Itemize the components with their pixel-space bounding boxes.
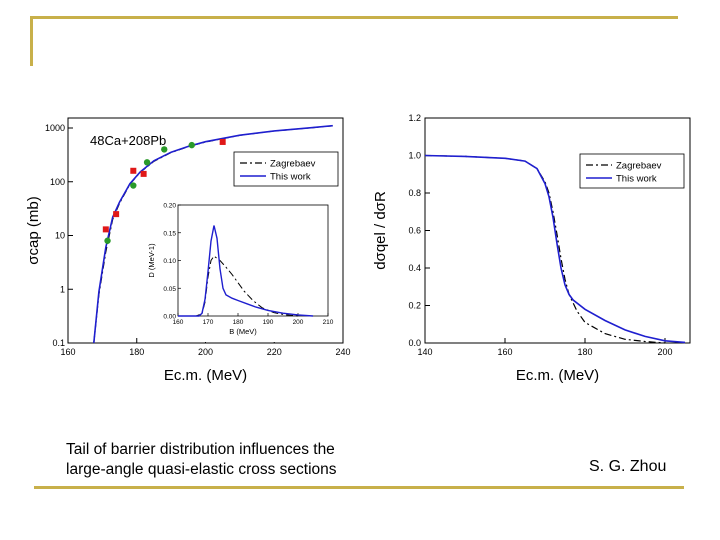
right-x-tick-label: 180 <box>577 347 592 357</box>
inset-y-tick-label: 0.15 <box>163 230 176 237</box>
experimental-point-circle <box>161 146 168 153</box>
experimental-point-circle <box>130 182 137 189</box>
left-x-tick-label: 240 <box>335 347 350 357</box>
right-y-tick-label: 1.0 <box>408 151 421 161</box>
right-x-tick-label: 160 <box>497 347 512 357</box>
inset-y-tick-label: 0.00 <box>163 314 176 321</box>
left-y-tick-label: 100 <box>50 177 65 187</box>
left-legend-label: This work <box>270 172 311 183</box>
top-accent-line <box>30 16 678 19</box>
right-x-tick-label: 200 <box>657 347 672 357</box>
left-y-tick-label: 0.1 <box>52 338 65 348</box>
inset-x-tick-label: 160 <box>173 319 184 326</box>
right-y-tick-label: 0.2 <box>408 301 421 311</box>
inset-y-tick-label: 0.05 <box>163 286 176 293</box>
right-x-tick-label: 140 <box>417 347 432 357</box>
slide-author: S. G. Zhou <box>589 458 667 475</box>
left-series-this-work <box>93 124 333 344</box>
left-y-tick-label: 1000 <box>45 123 65 133</box>
experimental-point-square <box>140 170 147 177</box>
experimental-point-circle <box>104 237 111 244</box>
inset-x-tick-label: 170 <box>203 319 214 326</box>
left-y-axis-label: σcap (mb) <box>25 196 42 264</box>
inset-x-tick-label: 210 <box>323 319 334 326</box>
right-y-axis-label: dσqel / dσR <box>372 191 389 270</box>
right-plot-frame <box>424 117 691 344</box>
right-y-tick-label: 0.6 <box>408 226 421 236</box>
inset-y-tick-label: 0.20 <box>163 203 176 210</box>
right-series-this-work <box>424 154 686 344</box>
inset-series-this-work <box>178 225 314 317</box>
left-x-tick-label: 160 <box>60 347 75 357</box>
inset-x-tick-label: 180 <box>233 319 244 326</box>
caption-line-2: large-angle quasi-elastic cross sections <box>66 461 337 478</box>
right-y-tick-label: 0.0 <box>408 338 421 348</box>
bottom-accent-line <box>34 486 684 489</box>
right-legend-label: Zagrebaev <box>616 161 662 172</box>
inset-y-axis-label: D (MeV-1) <box>147 243 156 278</box>
inset-x-tick-label: 200 <box>293 319 304 326</box>
inset-background <box>150 197 336 342</box>
inset-y-tick-label: 0.10 <box>163 258 176 265</box>
right-x-axis-label: Ec.m. (MeV) <box>516 367 599 384</box>
right-y-tick-label: 0.8 <box>408 188 421 198</box>
experimental-point-square <box>130 167 137 174</box>
left-legend-box <box>233 151 339 187</box>
experimental-point-square <box>102 226 109 233</box>
right-legend-label: This work <box>616 174 657 185</box>
left-x-tick-label: 200 <box>198 347 213 357</box>
right-y-tick-label: 1.2 <box>408 113 421 123</box>
caption-line-1: Tail of barrier distribution influences … <box>66 441 335 458</box>
left-y-tick-label: 1 <box>60 284 65 294</box>
left-accent-line <box>30 16 33 66</box>
right-legend-box <box>579 153 685 189</box>
left-x-tick-label: 220 <box>267 347 282 357</box>
left-y-tick-label: 10 <box>55 231 65 241</box>
experimental-point-circle <box>188 141 195 149</box>
slide-caption: Tail of barrier distribution influences … <box>66 440 406 480</box>
right-y-tick-label: 0.4 <box>408 263 421 273</box>
experimental-point-square <box>219 138 226 145</box>
experimental-point-square <box>113 211 120 218</box>
inset-x-axis-label: B (MeV) <box>229 327 257 336</box>
left-legend-label: Zagrebaev <box>270 159 316 170</box>
inset-x-tick-label: 190 <box>263 319 274 326</box>
reaction-label: 48Ca+208Pb <box>90 133 166 148</box>
left-x-tick-label: 180 <box>129 347 144 357</box>
experimental-point-circle <box>143 159 151 166</box>
left-x-axis-label: Ec.m. (MeV) <box>164 367 247 384</box>
